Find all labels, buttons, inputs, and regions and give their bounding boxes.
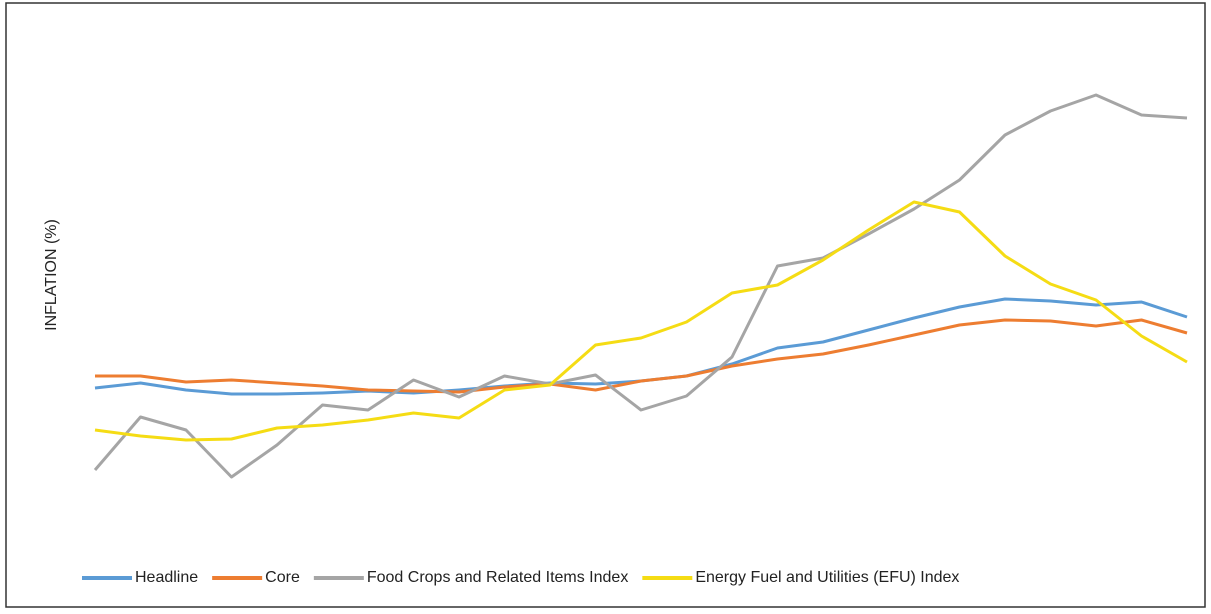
series-line <box>93 93 1188 479</box>
series-line <box>94 200 1188 442</box>
series-line <box>95 318 1188 394</box>
legend-label: Energy Fuel and Utilities (EFU) Index <box>695 569 959 586</box>
legend-label: Headline <box>135 569 198 586</box>
legend-label: Core <box>265 569 300 586</box>
y-axis-label: INFLATION (%) <box>43 219 60 331</box>
legend-label: Food Crops and Related Items Index <box>367 569 628 586</box>
frame <box>5 2 1206 608</box>
